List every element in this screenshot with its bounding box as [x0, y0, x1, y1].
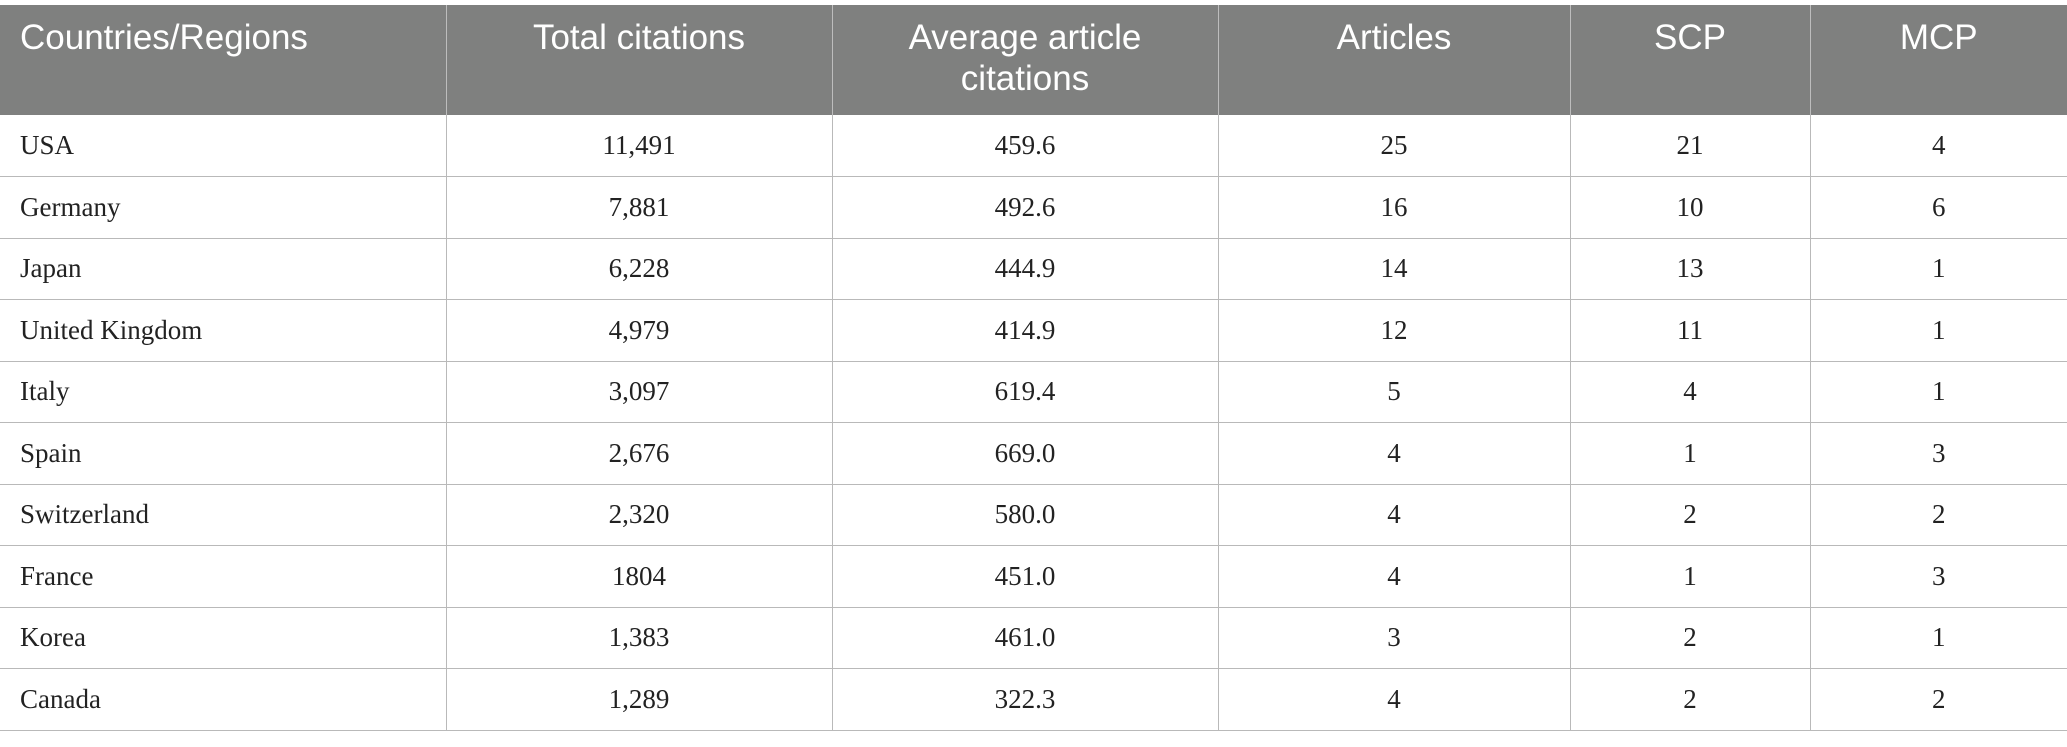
table-row: Spain 2,676 669.0 4 1 3	[0, 422, 2067, 485]
cell-average-article-citations: 669.0	[832, 422, 1219, 485]
table-row: Canada 1,289 322.3 4 2 2	[0, 668, 2067, 731]
cell-articles: 4	[1218, 545, 1571, 608]
table-row: France 1804 451.0 4 1 3	[0, 545, 2067, 608]
cell-mcp: 6	[1810, 176, 2067, 239]
table-row: Italy 3,097 619.4 5 4 1	[0, 361, 2067, 423]
cell-mcp: 1	[1810, 299, 2067, 362]
header-row: Countries/Regions Total citations Averag…	[0, 5, 2067, 115]
cell-scp: 1	[1570, 545, 1811, 608]
cell-total-citations: 3,097	[446, 361, 833, 423]
table-row: USA 11,491 459.6 25 21 4	[0, 115, 2067, 177]
cell-articles: 4	[1218, 484, 1571, 546]
cell-mcp: 4	[1810, 115, 2067, 177]
cell-average-article-citations: 580.0	[832, 484, 1219, 546]
header-average-article-citations: Average article citations	[832, 5, 1219, 115]
cell-total-citations: 1,289	[446, 668, 833, 731]
cell-average-article-citations: 414.9	[832, 299, 1219, 362]
cell-country: United Kingdom	[0, 299, 447, 362]
cell-articles: 16	[1218, 176, 1571, 239]
header-countries-regions: Countries/Regions	[0, 5, 447, 115]
cell-total-citations: 2,676	[446, 422, 833, 485]
cell-articles: 25	[1218, 115, 1571, 177]
cell-articles: 4	[1218, 668, 1571, 731]
cell-scp: 2	[1570, 607, 1811, 669]
cell-country: Switzerland	[0, 484, 447, 546]
cell-scp: 21	[1570, 115, 1811, 177]
cell-scp: 4	[1570, 361, 1811, 423]
header-articles: Articles	[1218, 5, 1571, 115]
cell-scp: 13	[1570, 238, 1811, 300]
cell-articles: 3	[1218, 607, 1571, 669]
cell-total-citations: 6,228	[446, 238, 833, 300]
cell-total-citations: 1804	[446, 545, 833, 608]
table-row: Germany 7,881 492.6 16 10 6	[0, 176, 2067, 239]
table-row: Switzerland 2,320 580.0 4 2 2	[0, 484, 2067, 546]
cell-articles: 14	[1218, 238, 1571, 300]
table-header: Countries/Regions Total citations Averag…	[0, 5, 2067, 115]
cell-average-article-citations: 451.0	[832, 545, 1219, 608]
cell-mcp: 1	[1810, 238, 2067, 300]
citations-table-container: Countries/Regions Total citations Averag…	[0, 5, 2067, 731]
cell-mcp: 2	[1810, 484, 2067, 546]
cell-total-citations: 4,979	[446, 299, 833, 362]
cell-mcp: 3	[1810, 422, 2067, 485]
cell-mcp: 1	[1810, 607, 2067, 669]
cell-country: USA	[0, 115, 447, 177]
cell-average-article-citations: 459.6	[832, 115, 1219, 177]
cell-country: Korea	[0, 607, 447, 669]
table-body: USA 11,491 459.6 25 21 4 Germany 7,881 4…	[0, 115, 2067, 731]
cell-articles: 12	[1218, 299, 1571, 362]
cell-total-citations: 1,383	[446, 607, 833, 669]
cell-articles: 5	[1218, 361, 1571, 423]
cell-mcp: 2	[1810, 668, 2067, 731]
cell-mcp: 1	[1810, 361, 2067, 423]
cell-country: Japan	[0, 238, 447, 300]
header-scp: SCP	[1570, 5, 1811, 115]
cell-country: Germany	[0, 176, 447, 239]
cell-total-citations: 2,320	[446, 484, 833, 546]
cell-mcp: 3	[1810, 545, 2067, 608]
cell-average-article-citations: 619.4	[832, 361, 1219, 423]
cell-country: Italy	[0, 361, 447, 423]
cell-scp: 11	[1570, 299, 1811, 362]
cell-scp: 2	[1570, 484, 1811, 546]
cell-total-citations: 11,491	[446, 115, 833, 177]
cell-total-citations: 7,881	[446, 176, 833, 239]
cell-country: Spain	[0, 422, 447, 485]
cell-average-article-citations: 322.3	[832, 668, 1219, 731]
cell-average-article-citations: 461.0	[832, 607, 1219, 669]
citations-table: Countries/Regions Total citations Averag…	[0, 5, 2067, 731]
cell-average-article-citations: 492.6	[832, 176, 1219, 239]
cell-average-article-citations: 444.9	[832, 238, 1219, 300]
cell-scp: 10	[1570, 176, 1811, 239]
table-row: United Kingdom 4,979 414.9 12 11 1	[0, 299, 2067, 362]
cell-scp: 2	[1570, 668, 1811, 731]
cell-country: France	[0, 545, 447, 608]
table-row: Japan 6,228 444.9 14 13 1	[0, 238, 2067, 300]
header-total-citations: Total citations	[446, 5, 833, 115]
table-row: Korea 1,383 461.0 3 2 1	[0, 607, 2067, 669]
cell-country: Canada	[0, 668, 447, 731]
header-mcp: MCP	[1810, 5, 2067, 115]
cell-scp: 1	[1570, 422, 1811, 485]
cell-articles: 4	[1218, 422, 1571, 485]
